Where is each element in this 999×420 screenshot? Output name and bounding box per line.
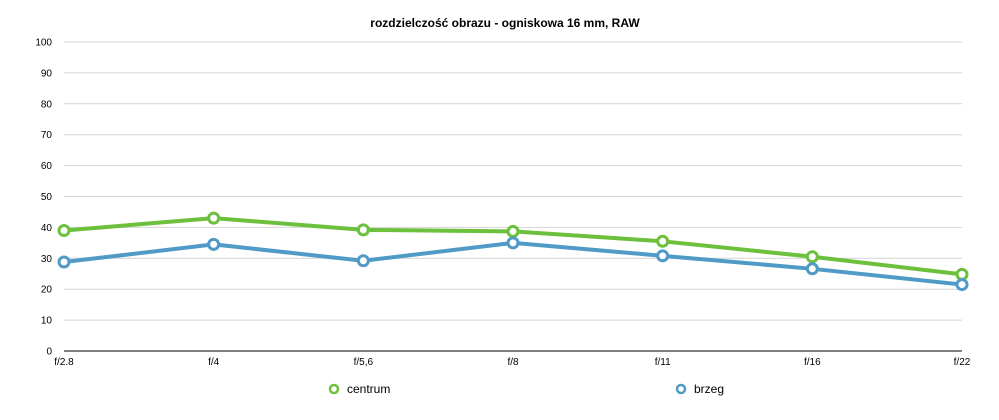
data-point bbox=[207, 211, 221, 225]
legend-label: centrum bbox=[347, 382, 390, 396]
x-tick-label: f/22 bbox=[954, 357, 971, 368]
y-tick-label: 60 bbox=[41, 161, 53, 172]
data-point bbox=[656, 234, 670, 248]
y-tick-label: 40 bbox=[41, 223, 53, 234]
x-tick-label: f/11 bbox=[655, 357, 671, 368]
y-tick-label: 70 bbox=[41, 130, 53, 141]
chart-title: rozdzielczość obrazu - ogniskowa 16 mm, … bbox=[370, 16, 640, 30]
data-series bbox=[57, 211, 969, 292]
data-point bbox=[57, 255, 71, 269]
data-point bbox=[207, 237, 221, 251]
legend-item: brzeg bbox=[675, 382, 724, 396]
data-point bbox=[356, 223, 370, 237]
series-centrum bbox=[57, 211, 969, 281]
data-point bbox=[57, 223, 71, 237]
x-tick-label: f/2.8 bbox=[54, 357, 74, 368]
y-tick-label: 100 bbox=[35, 38, 52, 49]
legend-item: centrum bbox=[328, 382, 390, 396]
data-point bbox=[656, 249, 670, 263]
y-tick-label: 10 bbox=[41, 316, 53, 327]
y-tick-label: 90 bbox=[41, 68, 53, 79]
data-point bbox=[356, 254, 370, 268]
x-tick-label: f/16 bbox=[804, 357, 821, 368]
y-tick-label: 30 bbox=[41, 254, 53, 265]
data-point bbox=[955, 267, 969, 281]
x-axis-tick-labels: f/2.8 f/4 f/5,6 f/8 f/11 f/16 f/22 bbox=[54, 357, 971, 368]
data-point bbox=[805, 262, 819, 276]
x-tick-label: f/4 bbox=[208, 357, 220, 368]
y-axis-tick-labels: 0 10 20 30 40 50 60 70 80 90 100 bbox=[35, 38, 52, 358]
y-tick-label: 0 bbox=[46, 347, 52, 358]
data-point bbox=[506, 236, 520, 250]
y-tick-label: 50 bbox=[41, 192, 53, 203]
y-tick-label: 80 bbox=[41, 99, 53, 110]
gridlines bbox=[64, 41, 962, 321]
data-point bbox=[506, 224, 520, 238]
series-brzeg bbox=[57, 236, 969, 292]
data-point bbox=[955, 278, 969, 292]
data-point bbox=[805, 250, 819, 264]
legend-marker bbox=[675, 383, 687, 395]
legend: centrum brzeg bbox=[328, 382, 724, 396]
legend-marker bbox=[328, 383, 340, 395]
x-tick-label: f/5,6 bbox=[354, 357, 374, 368]
x-tick-label: f/8 bbox=[507, 357, 519, 368]
legend-label: brzeg bbox=[694, 382, 724, 396]
y-tick-label: 20 bbox=[41, 285, 53, 296]
